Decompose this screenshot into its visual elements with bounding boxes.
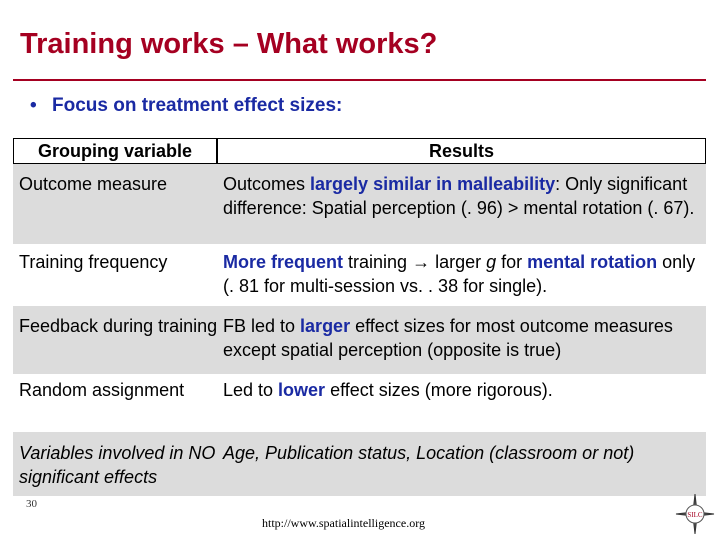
silc-logo-icon: SILC	[675, 493, 715, 535]
page-number: 30	[26, 498, 37, 510]
table-row: Random assignment Led to lower effect si…	[13, 374, 706, 432]
bullet-text: Focus on treatment effect sizes:	[52, 95, 343, 116]
result-text: training	[343, 252, 413, 272]
result-text: FB led to	[223, 316, 301, 336]
column-header-results: Results	[217, 138, 706, 164]
result-text: Led to	[223, 380, 279, 400]
row-variable: Training frequency	[19, 252, 168, 272]
row-result: Age, Publication status, Location (class…	[223, 443, 635, 463]
slide-title: Training works – What works?	[20, 28, 438, 60]
bullet-point: • Focus on treatment effect sizes:	[30, 95, 342, 117]
table-row: Training frequency More frequent trainin…	[13, 244, 706, 306]
row-result: Outcomes largely similar in malleability…	[223, 172, 703, 220]
result-italic: g	[486, 252, 497, 272]
result-text: for	[496, 252, 528, 272]
row-variable: Feedback during training	[19, 316, 218, 336]
table-row: Outcome measure Outcomes largely similar…	[13, 164, 706, 244]
result-highlight: mental rotation	[527, 252, 658, 272]
row-result: Led to lower effect sizes (more rigorous…	[223, 378, 703, 402]
bullet-dot: •	[30, 95, 37, 116]
logo-text: SILC	[687, 511, 703, 519]
result-highlight: largely similar in malleability	[310, 174, 556, 194]
row-result: More frequent training → larger g for me…	[223, 250, 703, 298]
table-row: Variables involved in NO significant eff…	[13, 432, 706, 496]
footer-url: http://www.spatialintelligence.org	[262, 516, 425, 530]
arrow-icon: →	[412, 252, 431, 272]
result-text: effect sizes (more rigorous).	[325, 380, 553, 400]
result-text: effect sizes for most outcome measures e…	[223, 316, 673, 360]
result-text: only (. 81 for multi-session vs. . 38 fo…	[223, 252, 696, 296]
row-variable: Variables involved in NO significant eff…	[19, 443, 216, 487]
result-text: larger	[430, 252, 487, 272]
result-highlight: lower	[278, 380, 326, 400]
title-divider	[13, 79, 706, 81]
table-row: Feedback during training FB led to large…	[13, 306, 706, 374]
result-text: : Only significant difference: Spatial p…	[223, 174, 695, 218]
row-result: FB led to larger effect sizes for most o…	[223, 314, 703, 362]
row-variable: Outcome measure	[19, 174, 168, 194]
result-text: Outcomes	[223, 174, 311, 194]
row-variable: Random assignment	[19, 380, 185, 400]
result-highlight: larger	[300, 316, 351, 336]
result-highlight: More frequent	[223, 252, 344, 272]
column-header-grouping: Grouping variable	[13, 138, 217, 164]
